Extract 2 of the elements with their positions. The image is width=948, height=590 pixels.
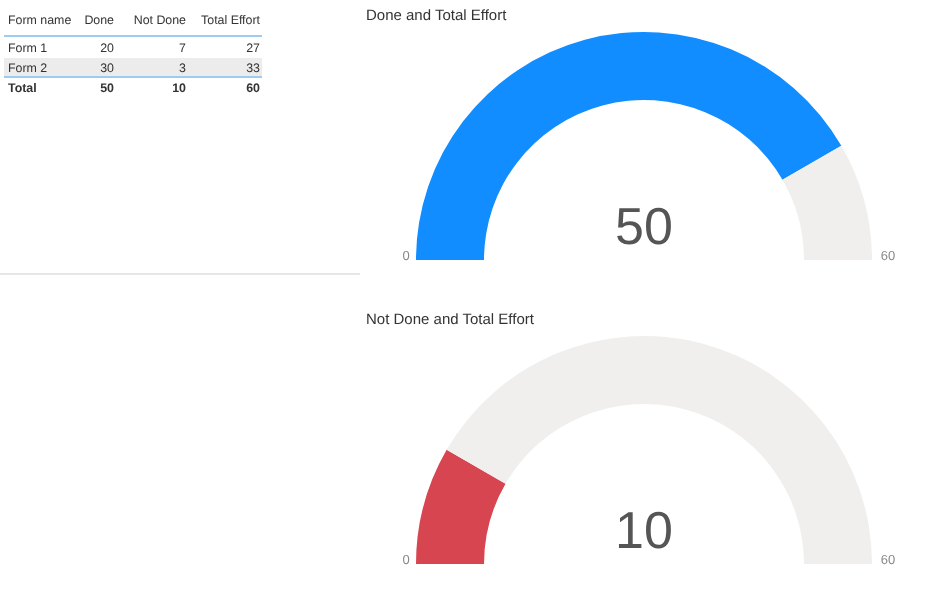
- text: 10: [615, 500, 673, 560]
- text: 50: [615, 196, 673, 256]
